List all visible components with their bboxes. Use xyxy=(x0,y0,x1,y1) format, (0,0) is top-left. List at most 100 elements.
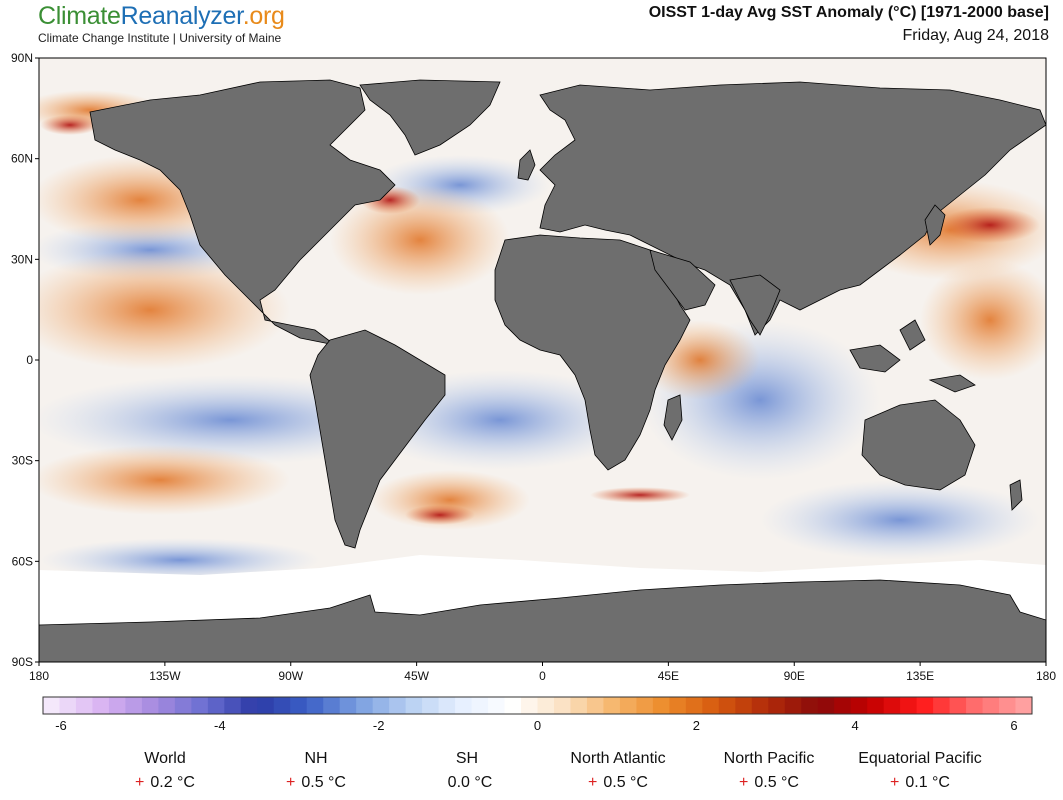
stat-north-atlantic-value: 0.5 °C xyxy=(603,774,648,791)
map-title: OISST 1-day Avg SST Anomaly (°C) [1971-2… xyxy=(648,4,1049,21)
colorbar-ticks: -6 -4 -2 0 2 4 6 xyxy=(55,718,1017,733)
colorbar-segment xyxy=(834,697,852,714)
warm-anomaly-central-atlantic xyxy=(330,185,510,295)
land-masses xyxy=(39,79,1046,662)
colorbar-segment xyxy=(141,697,159,714)
colorbar-tick-label: 6 xyxy=(1010,718,1017,733)
stat-north-pacific-value: 0.5 °C xyxy=(754,774,799,791)
land-uk xyxy=(517,149,536,181)
colorbar-tick-label: 2 xyxy=(693,718,700,733)
warm-anomaly-north-pacific-sub xyxy=(39,250,290,370)
land-southeast-asia xyxy=(849,319,976,393)
colorbar-segment xyxy=(801,697,819,714)
site-subtitle: Climate Change Institute | University of… xyxy=(38,31,282,45)
lon-tick-label: 45W xyxy=(404,669,429,683)
colorbar-segment xyxy=(537,697,555,714)
colorbar-segment xyxy=(850,697,868,714)
colorbar-segment xyxy=(125,697,143,714)
warm-anomaly-south-pacific xyxy=(39,445,290,515)
colorbar-segment xyxy=(290,697,308,714)
logo-part-climate: Climate xyxy=(38,2,121,30)
colorbar-segment xyxy=(966,697,984,714)
sst-anomaly-map: 90N 60N 30N 0 30S 60S 90S 180 135W 90W 45W 0 45E 90E… xyxy=(11,51,1056,733)
stat-north-atlantic-value-row: +0.5 °C xyxy=(538,774,698,792)
hot-anomaly-nw-pacific xyxy=(940,207,1040,243)
lon-tick-label: 180 xyxy=(29,669,49,683)
colorbar-segment xyxy=(174,697,192,714)
colorbar-segment xyxy=(1015,697,1033,714)
colorbar-segment xyxy=(669,697,687,714)
colorbar-segment xyxy=(339,697,357,714)
lat-tick-label: 0 xyxy=(26,353,33,367)
longitude-axis: 180 135W 90W 45W 0 45E 90E 135E 180 xyxy=(29,662,1056,683)
colorbar-segment xyxy=(43,697,60,714)
colorbar-segment xyxy=(982,697,1000,714)
stat-north-pacific-sign: + xyxy=(739,774,749,791)
colorbar-segment xyxy=(603,697,621,714)
colorbar-segment xyxy=(883,697,901,714)
lat-tick-label: 90N xyxy=(11,51,33,65)
land-new-zealand xyxy=(1009,479,1023,511)
colorbar-segment xyxy=(900,697,918,714)
cool-anomaly-southern-pacific xyxy=(40,538,320,582)
site-logo[interactable]: ClimateReanalyzer.org xyxy=(38,2,285,31)
colorbar-segment xyxy=(619,697,637,714)
colorbar-segment xyxy=(471,697,489,714)
colorbar-segment xyxy=(488,697,506,714)
land-arabia xyxy=(649,249,716,311)
lon-tick-label: 0 xyxy=(539,669,546,683)
stat-equatorial-pacific-value: 0.1 °C xyxy=(905,774,950,791)
logo-part-reanalyzer: Reanalyzer xyxy=(120,2,243,30)
colorbar-segment xyxy=(191,697,209,714)
colorbar-segment xyxy=(949,697,967,714)
colorbar-segment xyxy=(735,697,753,714)
colorbar-segment xyxy=(784,697,802,714)
colorbar-segment xyxy=(306,697,324,714)
stat-north-atlantic-label: North Atlantic xyxy=(570,750,666,767)
lon-tick-label: 135W xyxy=(149,669,181,683)
colorbar-segment xyxy=(636,697,654,714)
lat-tick-label: 30S xyxy=(12,454,33,468)
land-antarctica xyxy=(39,579,1046,662)
colorbar-segment xyxy=(570,697,588,714)
colorbar-segment xyxy=(273,697,291,714)
stat-north-pacific-value-row: +0.5 °C xyxy=(689,774,849,792)
lat-tick-label: 30N xyxy=(11,252,33,266)
lon-tick-label: 135E xyxy=(906,669,934,683)
anomaly-field xyxy=(39,85,1046,582)
stat-equatorial-pacific-value-row: +0.1 °C xyxy=(840,774,1000,792)
land-south-america xyxy=(309,329,446,549)
colorbar-segment xyxy=(372,697,390,714)
stat-sh-value-row: 0.0 °C xyxy=(387,774,547,792)
lon-tick-label: 45E xyxy=(658,669,679,683)
colorbar-segment xyxy=(323,697,341,714)
colorbar: -6 -4 -2 0 2 4 6 xyxy=(42,696,1033,733)
colorbar-tick-label: 4 xyxy=(852,718,859,733)
stat-nh-label: NH xyxy=(304,750,328,767)
map-date: Friday, Aug 24, 2018 xyxy=(902,27,1049,44)
stat-sh: SH 0.0 °C xyxy=(387,750,547,792)
colorbar-segment xyxy=(718,697,736,714)
colorbar-segment xyxy=(405,697,423,714)
colorbar-segment xyxy=(521,697,538,714)
stat-equatorial-pacific-sign: + xyxy=(890,774,900,791)
colorbar-tick-label: 0 xyxy=(534,718,541,733)
colorbar-segment xyxy=(586,697,604,714)
cool-anomaly-southern-indian xyxy=(760,480,1040,560)
colorbar-segment xyxy=(504,697,522,714)
hot-anomaly-agulhas xyxy=(590,487,690,503)
stat-north-atlantic-sign: + xyxy=(588,774,598,791)
colorbar-segment xyxy=(652,697,670,714)
colorbar-segment xyxy=(92,697,110,714)
stat-equatorial-pacific-label: Equatorial Pacific xyxy=(858,750,982,767)
lon-tick-label: 180 xyxy=(1036,669,1056,683)
stat-equatorial-pacific: Equatorial Pacific +0.1 °C xyxy=(840,750,1000,792)
land-eurasia xyxy=(539,81,1046,336)
stat-nh-sign: + xyxy=(286,774,296,791)
colorbar-tick-label: -4 xyxy=(214,718,226,733)
colorbar-segment xyxy=(817,697,835,714)
stat-nh-value-row: +0.5 °C xyxy=(236,774,396,792)
colorbar-segment xyxy=(356,697,374,714)
regional-stats: World +0.2 °C NH +0.5 °C SH 0.0 °C North… xyxy=(0,750,1063,800)
stat-world-label: World xyxy=(144,750,186,767)
